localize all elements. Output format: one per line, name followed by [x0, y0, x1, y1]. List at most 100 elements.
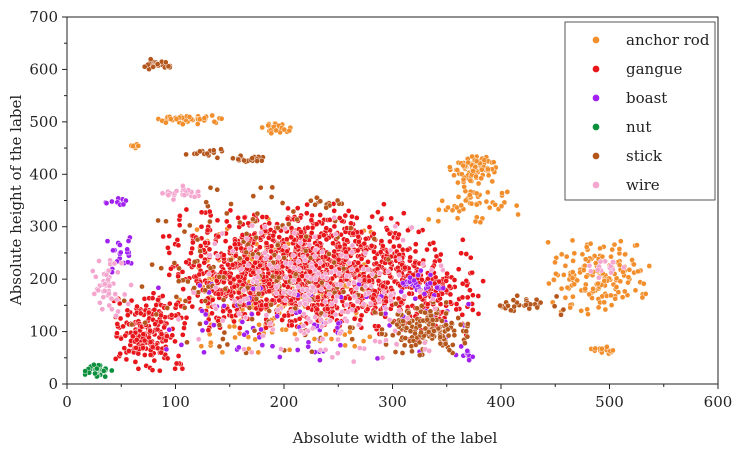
data-point [129, 333, 136, 340]
data-point [315, 270, 322, 277]
data-point [467, 177, 474, 184]
data-point [377, 339, 383, 345]
data-point [305, 343, 312, 350]
data-point [169, 332, 176, 339]
data-point [313, 194, 320, 201]
data-point [418, 302, 425, 309]
data-point [199, 327, 206, 334]
data-point [141, 63, 148, 70]
data-point [608, 292, 614, 299]
data-point [597, 258, 604, 265]
data-point [407, 328, 414, 335]
legend: anchor rod gangue boast nut stick wire [564, 21, 716, 201]
data-point [263, 240, 270, 247]
data-point [472, 218, 479, 225]
data-point [455, 266, 462, 273]
data-point [499, 190, 505, 196]
data-point [266, 288, 273, 295]
data-point [236, 289, 242, 296]
data-point [597, 245, 603, 252]
data-point [211, 240, 218, 247]
data-point [432, 305, 438, 312]
data-point [344, 237, 350, 244]
data-point [343, 253, 349, 260]
data-point [379, 354, 386, 361]
points-layer [82, 56, 653, 380]
data-point [571, 250, 578, 257]
data-point [292, 305, 299, 312]
data-point [384, 279, 391, 286]
data-point [369, 213, 376, 220]
data-point [616, 262, 623, 268]
x-tick-label: 0 [62, 393, 72, 411]
data-point [165, 192, 172, 198]
data-point [158, 331, 165, 338]
data-point [314, 294, 321, 301]
data-point [250, 269, 257, 276]
data-point [117, 315, 124, 322]
data-point [626, 266, 633, 273]
data-point [625, 279, 631, 286]
data-point [399, 350, 406, 356]
data-point [216, 343, 223, 350]
data-point [154, 326, 161, 333]
data-point [312, 246, 319, 253]
data-point [392, 349, 399, 355]
data-point [153, 311, 160, 318]
data-point [237, 325, 243, 331]
data-point [243, 231, 250, 237]
data-point [300, 322, 307, 329]
data-point [444, 326, 451, 333]
x-tick-label: 200 [270, 393, 299, 411]
data-point [214, 252, 221, 259]
data-point [204, 150, 211, 157]
data-point [328, 269, 335, 276]
data-point [231, 283, 238, 290]
data-point [368, 283, 374, 290]
data-point [462, 197, 469, 204]
data-point [332, 231, 339, 238]
data-point [201, 259, 208, 266]
data-point [282, 243, 289, 250]
data-point [432, 246, 438, 253]
data-point [282, 260, 289, 267]
data-point [190, 239, 196, 246]
data-point [291, 291, 298, 298]
data-point [166, 300, 173, 307]
data-point [387, 247, 394, 254]
data-point [451, 172, 457, 179]
data-point [357, 317, 364, 323]
data-point [203, 199, 210, 206]
data-point [399, 246, 406, 253]
data-point [437, 340, 444, 347]
data-point [114, 330, 120, 337]
data-point [202, 287, 209, 294]
data-point [195, 336, 202, 343]
data-point [340, 289, 347, 295]
data-point [510, 297, 517, 303]
data-point [183, 314, 190, 321]
data-point [473, 158, 480, 165]
data-point [228, 256, 234, 263]
data-point [254, 279, 260, 285]
data-point [269, 273, 276, 280]
data-point [182, 298, 189, 304]
data-point [224, 341, 231, 348]
data-point [445, 332, 452, 339]
data-point [390, 243, 397, 250]
data-point [173, 116, 180, 122]
data-point [275, 224, 281, 231]
data-point [375, 323, 382, 330]
data-point [186, 114, 193, 120]
data-point [237, 219, 243, 226]
data-point [151, 357, 158, 364]
data-point [256, 321, 262, 328]
data-point [617, 238, 624, 245]
y-axis-title: Absolute height of the label [7, 95, 25, 307]
data-point [125, 259, 131, 266]
data-point [248, 349, 255, 356]
data-point [347, 324, 353, 331]
data-point [125, 301, 132, 307]
data-point [416, 352, 423, 359]
data-point [312, 253, 318, 260]
